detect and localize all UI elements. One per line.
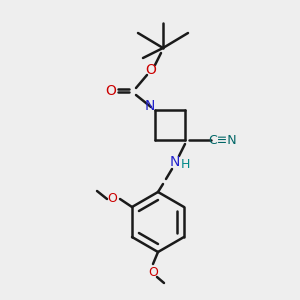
Text: O: O bbox=[107, 193, 117, 206]
Text: H: H bbox=[180, 158, 190, 172]
Text: O: O bbox=[106, 84, 116, 98]
Text: N: N bbox=[170, 155, 180, 169]
Text: C≡N: C≡N bbox=[209, 134, 237, 146]
Text: O: O bbox=[146, 63, 156, 77]
Text: O: O bbox=[148, 266, 158, 278]
Text: N: N bbox=[145, 99, 155, 113]
